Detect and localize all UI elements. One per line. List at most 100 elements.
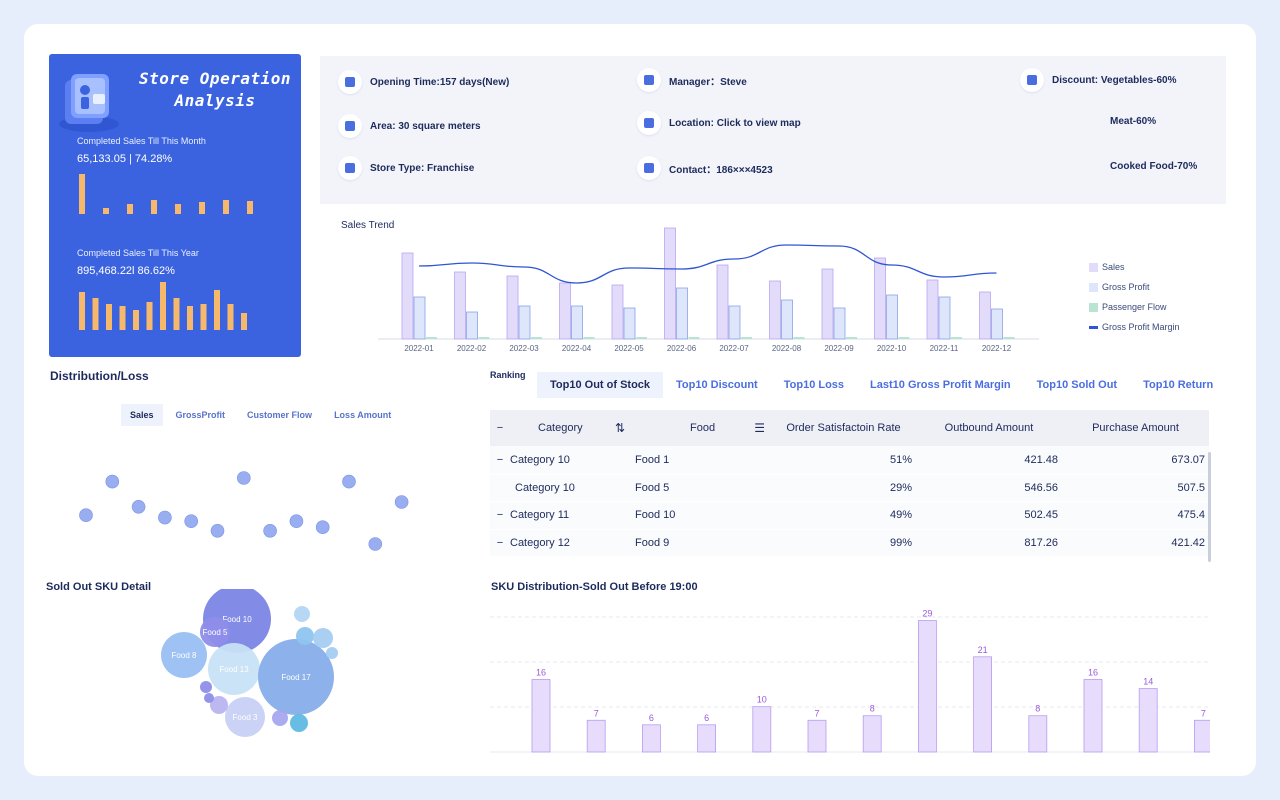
header-food[interactable]: Food ☰: [635, 421, 775, 435]
tab-top10-sold-out[interactable]: Top10 Sold Out: [1036, 379, 1118, 391]
hero-bar: [79, 292, 85, 330]
manager-icon: [637, 68, 661, 92]
header-outbound[interactable]: Outbound Amount: [944, 422, 1034, 434]
sku-bar: [586, 719, 606, 753]
passenger-flow-bar: [793, 337, 805, 339]
sort-icon[interactable]: ⇅: [614, 421, 625, 435]
collapse-all-toggle[interactable]: −: [496, 422, 504, 434]
gross-profit-bar: [518, 305, 531, 340]
x-tick-label: 2022-10: [877, 344, 907, 353]
legend-label: Gross Profit Margin: [1102, 322, 1180, 332]
x-tick-label: 2022-12: [982, 344, 1012, 353]
sort-desc-icon[interactable]: ☰: [754, 421, 765, 435]
tab-top10-out-of-stock[interactable]: Top10 Out of Stock: [537, 372, 664, 398]
cell-purchase: 421.42: [1171, 536, 1205, 549]
manager: Manager：Steve: [637, 68, 747, 92]
bubble: [210, 696, 228, 714]
tab-customer-flow[interactable]: Customer Flow: [247, 410, 313, 420]
year-sales-label: Completed Sales Till This Year: [77, 248, 199, 258]
gross-profit-bar: [676, 287, 688, 340]
discount-cooked: Cooked Food-70%: [1110, 161, 1198, 172]
bubble-label: Food 5: [203, 628, 228, 637]
cell-food: Food 1: [635, 453, 670, 466]
header-rate[interactable]: Order Satisfactoin Rate: [786, 422, 901, 434]
gross-profit-bar: [991, 308, 1003, 340]
passenger-flow-bar: [636, 337, 647, 339]
bubble: [272, 710, 288, 726]
header-purchase[interactable]: Purchase Amount: [1092, 422, 1179, 434]
gross-profit-bar: [833, 307, 846, 340]
tab-last10-gross-profit-margin[interactable]: Last10 Gross Profit Margin: [870, 379, 1011, 391]
sold-out-bubble-chart: Food 10 Food 5 Food 8 Food 13 Food 17 Food 3: [161, 589, 338, 737]
hero-bar: [199, 202, 205, 214]
bubble: [204, 693, 214, 703]
table-row[interactable]: Category 10 Food 5 29% 546.56 507.5: [490, 473, 1209, 501]
cell-category: Category 12: [510, 536, 570, 549]
legend-label: Sales: [1102, 262, 1125, 272]
sku-distribution-chart: 1619:00718:00617:00616:001015:00714:0081…: [490, 609, 1210, 753]
passenger-flow-bar: [898, 337, 910, 339]
bubble: [290, 714, 308, 732]
table-row[interactable]: − Category 10 Food 1 51% 421.48 673.07: [490, 446, 1209, 474]
legend-margin[interactable]: Gross Profit Margin: [1089, 317, 1180, 337]
table-header: − Category ⇅ Food ☰ Order Satisfactoin R…: [490, 410, 1209, 446]
tab-loss-amount[interactable]: Loss Amount: [334, 410, 392, 420]
sales-bar: [454, 271, 466, 340]
passenger-flow-bar: [846, 337, 857, 339]
table-row[interactable]: − Category 11 Food 10 49% 502.45 475.4: [490, 501, 1209, 529]
tab-top10-discount[interactable]: Top10 Discount: [676, 379, 758, 391]
x-tick-label: 2022-04: [562, 344, 592, 353]
phone-icon: [637, 156, 661, 180]
sku-bar: [973, 656, 993, 753]
sold-out-title: Sold Out SKU Detail: [46, 581, 152, 593]
distribution-title: Distribution/Loss: [50, 369, 149, 383]
distribution-tabs: Sales GrossProfit Customer Flow Loss Amo…: [121, 404, 404, 426]
bar-value-label: 29: [922, 609, 932, 619]
sales-bar: [874, 257, 886, 340]
sales-bar: [926, 279, 939, 340]
x-tick-label: 2022-08: [772, 344, 802, 353]
gross-profit-margin-line: [418, 244, 997, 284]
sku-bar: [807, 719, 827, 753]
passenger-flow-bar: [583, 337, 595, 339]
cell-food: Food 9: [635, 536, 670, 549]
sales-bar: [401, 252, 414, 340]
sales-trend-legend: Sales Gross Profit Passenger Flow Gross …: [1089, 257, 1180, 337]
header-category[interactable]: Category ⇅: [510, 421, 635, 435]
location-text[interactable]: Location: Click to view map: [669, 117, 801, 129]
table-row[interactable]: − Category 12 Food 9 99% 817.26 421.42: [490, 528, 1209, 556]
hero-title-line2: Analysis: [174, 91, 256, 110]
row-toggle[interactable]: −: [496, 536, 504, 549]
row-toggle[interactable]: −: [496, 509, 504, 522]
hero-bar: [214, 290, 220, 330]
location-link[interactable]: Location: Click to view map: [637, 111, 801, 135]
cell-outbound: 546.56: [1024, 481, 1058, 494]
hero-bar: [103, 208, 109, 214]
legend-swatch: [1089, 262, 1098, 272]
gross-profit-bar: [886, 294, 898, 340]
sales-bar: [821, 268, 834, 340]
tab-sales[interactable]: Sales: [121, 404, 163, 426]
ranking-tabs: Top10 Out of Stock Top10 Discount Top10 …: [537, 372, 1226, 398]
legend-sales[interactable]: Sales: [1089, 257, 1180, 277]
hero-title-line1: Store Operation: [139, 69, 291, 88]
tab-gross-profit[interactable]: GrossProfit: [175, 410, 226, 420]
legend-passenger-flow[interactable]: Passenger Flow: [1089, 297, 1180, 317]
legend-label: Gross Profit: [1102, 282, 1150, 292]
table-scrollbar[interactable]: [1208, 452, 1211, 562]
hero-bar: [106, 304, 112, 330]
ranking-table: − Category ⇅ Food ☰ Order Satisfactoin R…: [490, 410, 1209, 556]
tab-top10-loss[interactable]: Top10 Loss: [783, 379, 845, 391]
opening-time: Opening Time:157 days(New): [338, 70, 509, 94]
legend-label: Passenger Flow: [1102, 302, 1167, 312]
tab-top10-return[interactable]: Top10 Return: [1143, 379, 1214, 391]
hero-bar: [247, 201, 253, 214]
sales-bar: [769, 280, 781, 340]
cell-rate: 51%: [889, 453, 912, 466]
row-toggle[interactable]: −: [496, 453, 504, 466]
hero-bar: [160, 282, 166, 330]
bubble-label: Food 3: [233, 713, 258, 722]
legend-gross-profit[interactable]: Gross Profit: [1089, 277, 1180, 297]
bar-value-label: 7: [814, 708, 819, 718]
hero-bar: [146, 302, 153, 330]
